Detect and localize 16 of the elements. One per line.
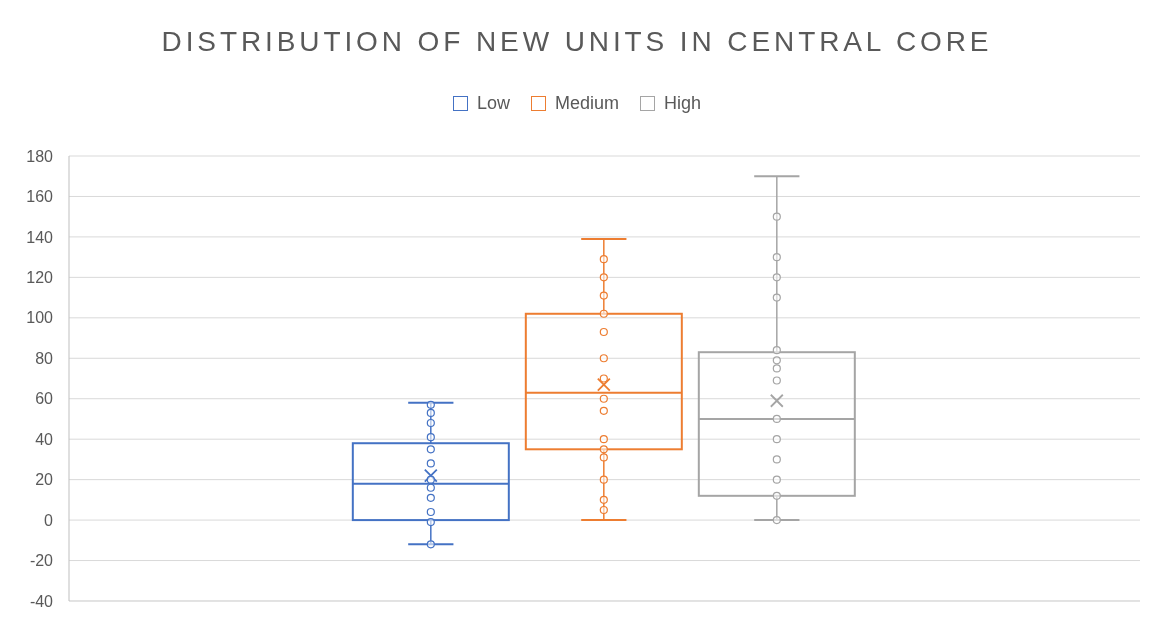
- y-tick-label: 40: [35, 430, 54, 448]
- y-tick-label: 120: [26, 269, 54, 287]
- legend-label: Low: [476, 92, 510, 114]
- legend-label: High: [664, 92, 702, 114]
- y-tick-label: 140: [26, 228, 54, 246]
- y-tick-label: 60: [35, 390, 54, 408]
- y-tick-label: 80: [35, 349, 54, 367]
- y-tick-label: 180: [26, 147, 54, 165]
- chart-title: DISTRIBUTION OF NEW UNITS IN CENTRAL CORE: [160, 25, 994, 59]
- y-tick-label: -40: [29, 592, 54, 610]
- y-tick-label: 100: [26, 309, 54, 327]
- legend-label: Medium: [554, 92, 620, 114]
- y-tick-label: -20: [29, 552, 54, 570]
- y-tick-label: 20: [35, 471, 54, 489]
- y-tick-label: 0: [44, 511, 54, 529]
- y-tick-label: 160: [26, 188, 54, 206]
